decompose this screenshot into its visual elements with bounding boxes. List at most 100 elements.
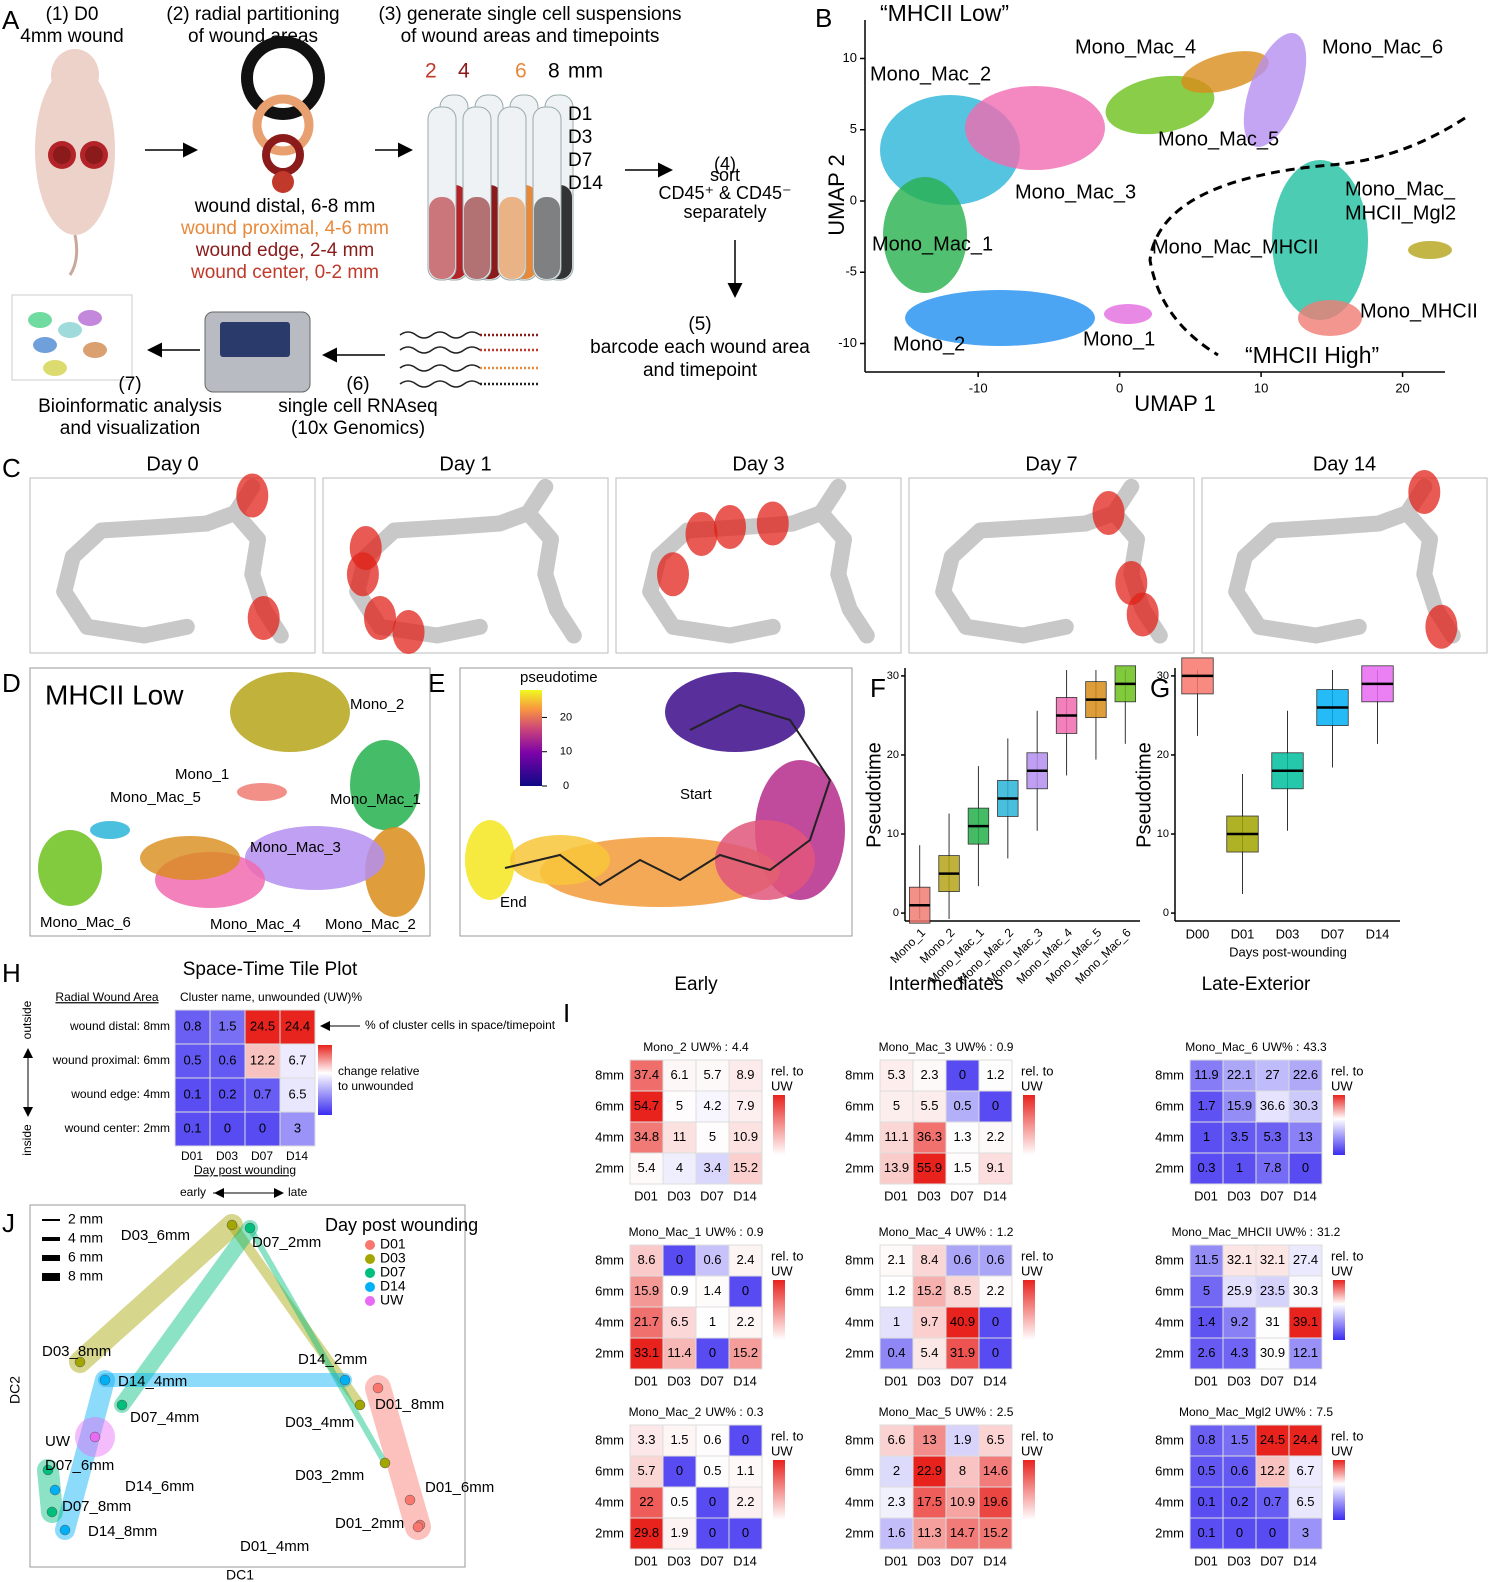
heatmap-title: Mono_Mac_MHCII UW% : 31.2 [1172,1225,1341,1239]
label: rel. to [1331,1248,1364,1263]
cluster-label: Mono_Mac_MHCII [1152,236,1319,258]
heat-cell [978,1486,1013,1519]
cell-value: 0.1 [183,1086,201,1101]
label: (3) generate single cell suspensions [378,4,681,25]
group-title: Late-Exterior [1202,974,1311,995]
label: End [500,894,527,911]
y-axis-label: DC2 [7,1376,23,1404]
heat-cell [174,1111,211,1147]
heat-cell [662,1244,697,1277]
label: wound proximal: 6mm [52,1053,170,1067]
colorbar [520,690,542,786]
label: mm [568,60,603,83]
heat-cell [879,1244,914,1277]
cell-value: 0.5 [953,1098,971,1113]
label: D7 [568,150,592,171]
label: wound center: 2mm [64,1121,170,1135]
label: “MHCII High” [1245,342,1379,368]
label: D07 [251,1149,273,1163]
cell-value: 5 [1203,1283,1210,1298]
cell-value: 24.4 [285,1018,310,1033]
heat-cell [244,1077,281,1113]
label: D01 [884,1553,908,1568]
label: 4mm [1155,1494,1184,1509]
cell-value: 1.5 [953,1160,971,1175]
heat-cell [1222,1455,1257,1488]
cell-value: 33.1 [634,1345,659,1360]
cell-value: 0.6 [1230,1463,1248,1478]
cell-value: 15.2 [733,1345,758,1360]
cell-value: 3.3 [637,1432,655,1447]
heat-cell [1255,1090,1290,1123]
label: 6mm [845,1283,874,1298]
heat-cell [629,1090,664,1123]
cell-value: 22.6 [1293,1067,1318,1082]
uw-value: 7.5 [1316,1405,1333,1419]
label: 8mm [845,1067,874,1082]
cell-value: 15.2 [733,1160,758,1175]
tube-fill [429,197,455,279]
point-label: D07_4mm [130,1409,199,1426]
label: CD45⁺ & CD45⁻ [658,183,791,203]
colorbar [1333,1280,1345,1340]
heat-cell [1255,1121,1290,1154]
heat-cell [1222,1152,1257,1185]
label: D07 [950,1373,974,1388]
heat-cell [629,1121,664,1154]
heat-cell [1288,1455,1323,1488]
label: 2mm [845,1345,874,1360]
heat-cell [1288,1059,1323,1092]
x-tick-label: 10 [1254,380,1268,395]
label: D14 [1293,1373,1317,1388]
cell-value: 6.7 [1296,1463,1314,1478]
heat-cell [728,1424,763,1457]
condition-point [244,1222,256,1234]
uw-value: 43.3 [1303,1040,1327,1054]
label: 8 [548,60,560,83]
rna [399,380,481,388]
label: D01 [634,1373,658,1388]
panel-letter: G [1150,673,1170,703]
heat-cell [662,1152,697,1185]
y-tick-label: 10 [887,828,899,840]
cell-value: 0 [992,1098,999,1113]
heat-cell [879,1424,914,1457]
heat-cell [978,1090,1013,1123]
cell-value: 13 [1298,1129,1312,1144]
y-tick-label: 10 [1157,828,1169,840]
cell-value: 5.7 [637,1463,655,1478]
cluster-label: Mono_Mac_5 [1158,128,1279,150]
label: (6) [346,374,369,395]
cell-value: 1.4 [703,1283,721,1298]
label: D01 [1194,1188,1218,1203]
cell-cloud [28,312,52,328]
cell-value: 13.9 [884,1160,909,1175]
heat-cell [629,1275,664,1308]
cell-value: 10.9 [950,1494,975,1509]
cell-value: 29.8 [634,1525,659,1540]
label: 2mm [595,1160,624,1175]
condition-point [412,1521,424,1533]
heatmap-title: Mono_Mac_5 UW% : 2.5 [879,1405,1014,1419]
heat-cell [1189,1090,1224,1123]
heat-cell [662,1337,697,1370]
heat-cell [978,1152,1013,1185]
label: 2mm [1155,1160,1184,1175]
ribbon [247,1225,388,1466]
label: D14 [568,173,603,194]
tube-fill [464,197,490,279]
cell-value: 31.9 [950,1345,975,1360]
heat-cell [1255,1486,1290,1519]
heat-cell [279,1043,316,1079]
panel-letter: A [2,5,20,35]
heatmap-title: Mono_Mac_1 UW% : 0.9 [629,1225,764,1239]
cell-value: 2.2 [986,1283,1004,1298]
heat-cell [1288,1424,1323,1457]
cell-value: 15.2 [983,1525,1008,1540]
cell-value: 36.6 [1260,1098,1285,1113]
x-tick-label: D07 [1321,926,1345,941]
tsne-thumb [11,294,133,381]
heat-cell [978,1275,1013,1308]
cell-value: 0.6 [986,1252,1004,1267]
uw-label: UW% : [955,1040,992,1054]
